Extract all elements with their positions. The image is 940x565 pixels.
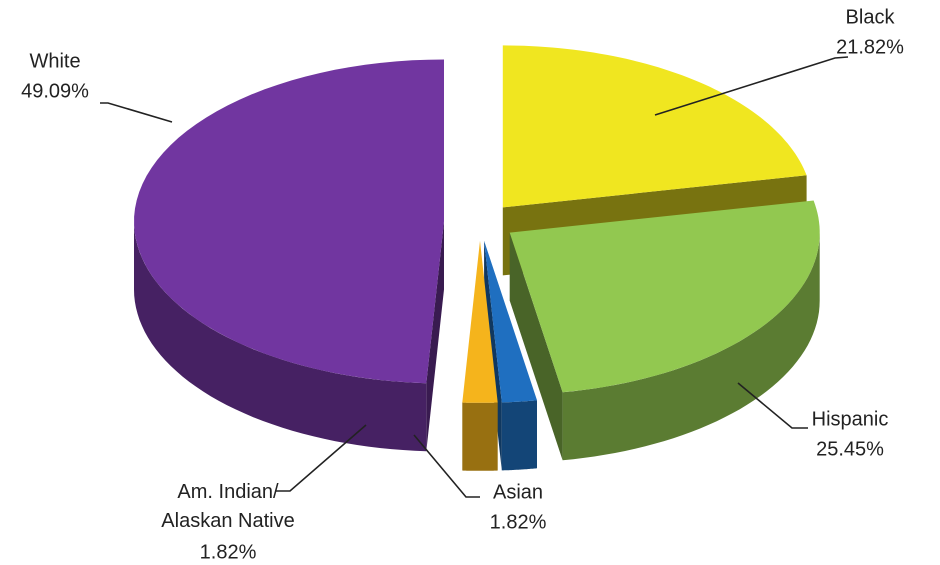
slice-wall [462,402,498,471]
slice-wall [134,221,427,452]
slice-wall [562,232,820,461]
label-line: Alaskan Native [161,510,294,532]
leader-line [275,424,367,492]
slice [509,200,820,393]
slice-side [509,232,563,461]
category-label: Hispanic [812,408,889,430]
leader-line [654,56,849,116]
slice [462,240,498,403]
value-label: 21.82% [836,36,904,58]
value-label: 1.82% [200,541,257,563]
category-label: Black [846,6,896,28]
leader-line [737,382,808,429]
value-label: 49.09% [21,80,89,102]
slice [134,59,444,384]
slice-side [426,221,444,452]
category-label: Am. Indian/Alaskan Native [161,481,294,532]
category-label: Asian [493,481,543,503]
value-label: 25.45% [816,438,884,460]
slice-wall [501,400,537,471]
leader-line [413,434,480,498]
slice [502,45,807,208]
label-line: Am. Indian/ [177,481,279,503]
category-label: White [29,50,80,72]
leader-line [100,102,173,123]
slice [484,240,537,403]
value-label: 1.82% [490,511,547,533]
